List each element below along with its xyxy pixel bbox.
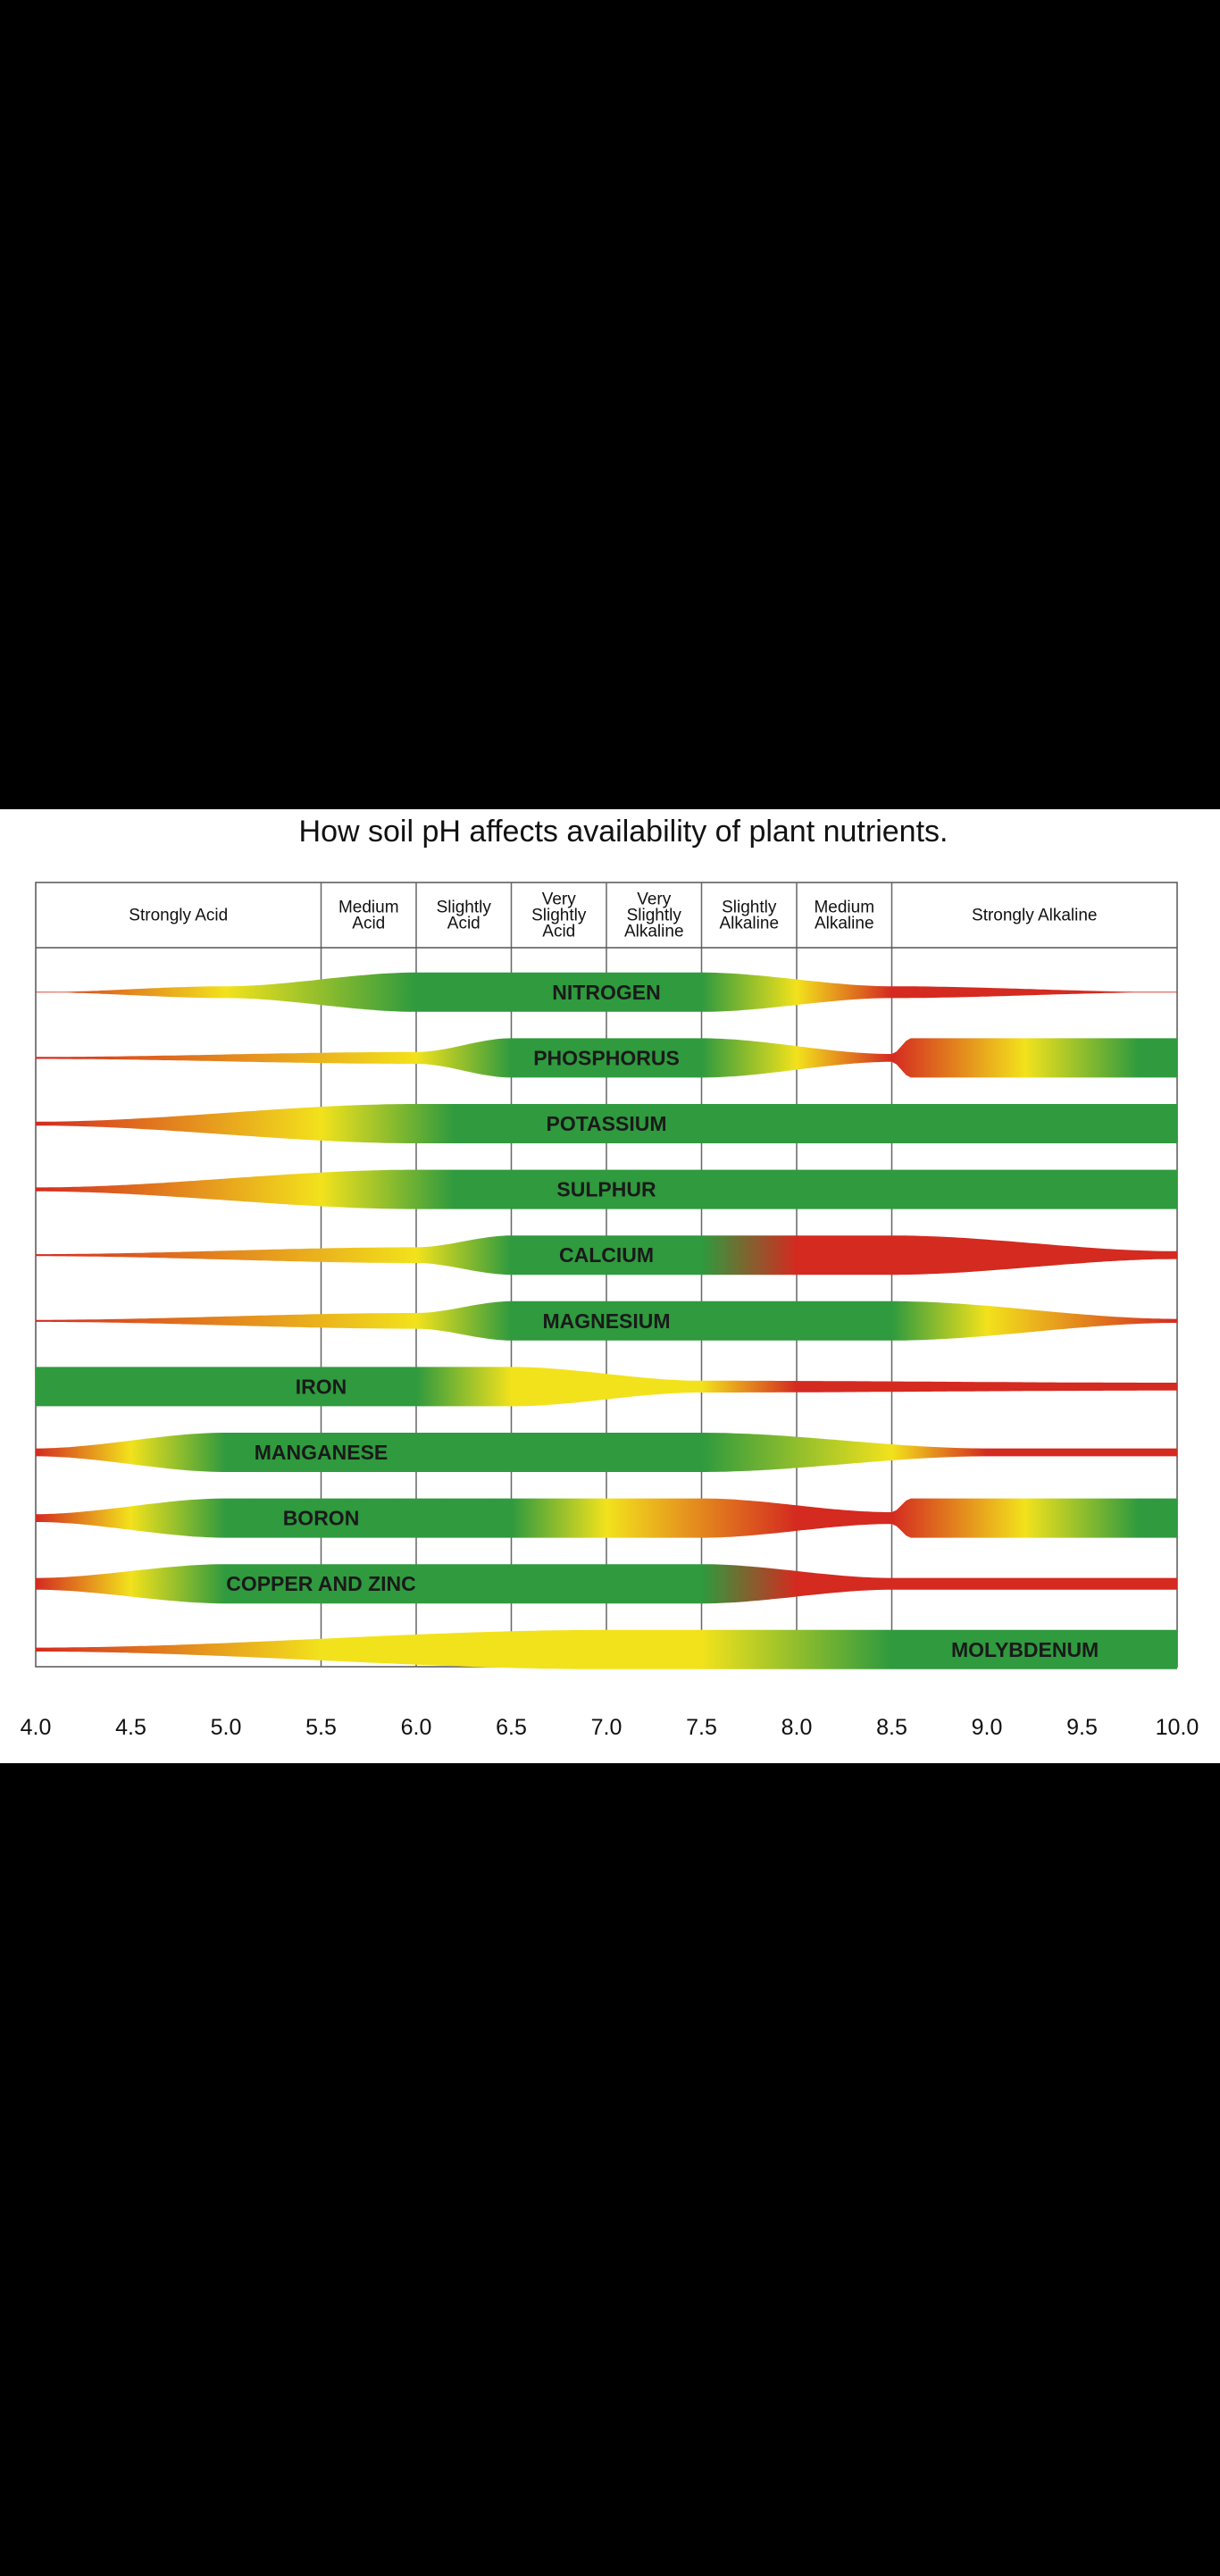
nutrient-band	[36, 1629, 1177, 1669]
nutrient-band	[36, 1104, 1177, 1143]
nutrient-band	[36, 1235, 1177, 1275]
ph-zone-label-line: Acid	[447, 915, 480, 933]
nutrient-band	[36, 1301, 1177, 1341]
ph-zone-label-line: Very	[542, 891, 577, 909]
ph-zone-label: Very Slightly Alkaline	[624, 891, 684, 941]
ph-zone-label: Medium Alkaline	[814, 899, 874, 933]
nutrient-band	[36, 1038, 1177, 1078]
ph-zone-label: Slightly Alkaline	[719, 899, 779, 933]
nutrient-bands: NITROGEN PHOSPHORUS POTASSIUM SULPHUR CALCIU…	[36, 972, 1177, 1669]
ph-tick-label: 5.5	[305, 1715, 337, 1740]
ph-zone-label-line: Acid	[352, 915, 385, 933]
ph-tick-label: 8.5	[876, 1715, 907, 1740]
soil-ph-chart: How soil pH affects availability of plan…	[21, 815, 1199, 1740]
ph-zone-label-line: Alkaline	[719, 915, 779, 933]
chart-title: How soil pH affects availability of plan…	[299, 815, 948, 849]
ph-zone-label-line: Alkaline	[624, 923, 684, 941]
ph-tick-label: 5.0	[211, 1715, 242, 1740]
nutrient-band	[36, 1564, 1177, 1604]
ph-zone-label-line: Slightly	[437, 899, 492, 917]
ph-zone-label-line: Acid	[542, 923, 575, 941]
nutrient-band	[36, 1498, 1177, 1538]
nutrient-band	[36, 1367, 1177, 1407]
ph-tick-label: 8.0	[781, 1715, 813, 1740]
nutrient-label: SULPHUR	[556, 1178, 656, 1201]
nutrient-label: CALCIUM	[559, 1243, 654, 1267]
nutrient-label: POTASSIUM	[546, 1112, 666, 1135]
ph-zone-label-line: Alkaline	[815, 915, 874, 933]
ph-tick-label: 10.0	[1156, 1715, 1199, 1740]
ph-zone-label: Medium Acid	[338, 899, 399, 933]
ph-zone-label: Strongly Alkaline	[972, 907, 1097, 925]
ph-zone-label-line: Slightly	[722, 899, 777, 917]
ph-zone-label: Slightly Acid	[437, 899, 492, 933]
nutrient-label: MAGNESIUM	[542, 1309, 670, 1333]
ph-tick-label: 7.5	[686, 1715, 717, 1740]
nutrient-band	[36, 1169, 1177, 1209]
ph-tick-label: 4.0	[21, 1715, 52, 1740]
ph-tick-label: 9.0	[972, 1715, 1003, 1740]
ph-axis: 4.0 4.5 5.0 5.5 6.0 6.5 7.0 7.5 8.0 8.5 9.0 9.5 10.0	[21, 1715, 1199, 1740]
ph-zone-label-line: Slightly	[531, 907, 587, 925]
ph-zone-label-line: Strongly Alkaline	[972, 907, 1097, 925]
ph-tick-label: 6.0	[401, 1715, 432, 1740]
ph-zone-label-line: Very	[637, 891, 672, 909]
nutrient-label: COPPER AND ZINC	[226, 1572, 416, 1595]
nutrient-label: MANGANESE	[255, 1441, 389, 1464]
ph-zone-label-line: Medium	[814, 899, 874, 917]
chart-photo: How soil pH affects availability of plan…	[0, 809, 1220, 1763]
ph-zone-label-line: Slightly	[627, 907, 682, 925]
nutrient-band	[36, 1433, 1177, 1472]
nutrient-label: MOLYBDENUM	[951, 1638, 1099, 1661]
ph-zone-label: Strongly Acid	[129, 907, 228, 925]
ph-tick-label: 7.0	[591, 1715, 623, 1740]
ph-tick-label: 9.5	[1066, 1715, 1098, 1740]
nutrient-label: PHOSPHORUS	[533, 1046, 680, 1069]
ph-zone-label: Very Slightly Acid	[531, 891, 587, 941]
nutrient-label: NITROGEN	[552, 981, 660, 1004]
ph-tick-label: 6.5	[496, 1715, 527, 1740]
nutrient-band	[36, 972, 1177, 1012]
nutrient-label: IRON	[296, 1375, 347, 1398]
ph-zone-label-line: Medium	[338, 899, 399, 917]
ph-zone-label-line: Strongly Acid	[129, 907, 228, 925]
nutrient-label: BORON	[283, 1507, 360, 1530]
ph-tick-label: 4.5	[115, 1715, 146, 1740]
